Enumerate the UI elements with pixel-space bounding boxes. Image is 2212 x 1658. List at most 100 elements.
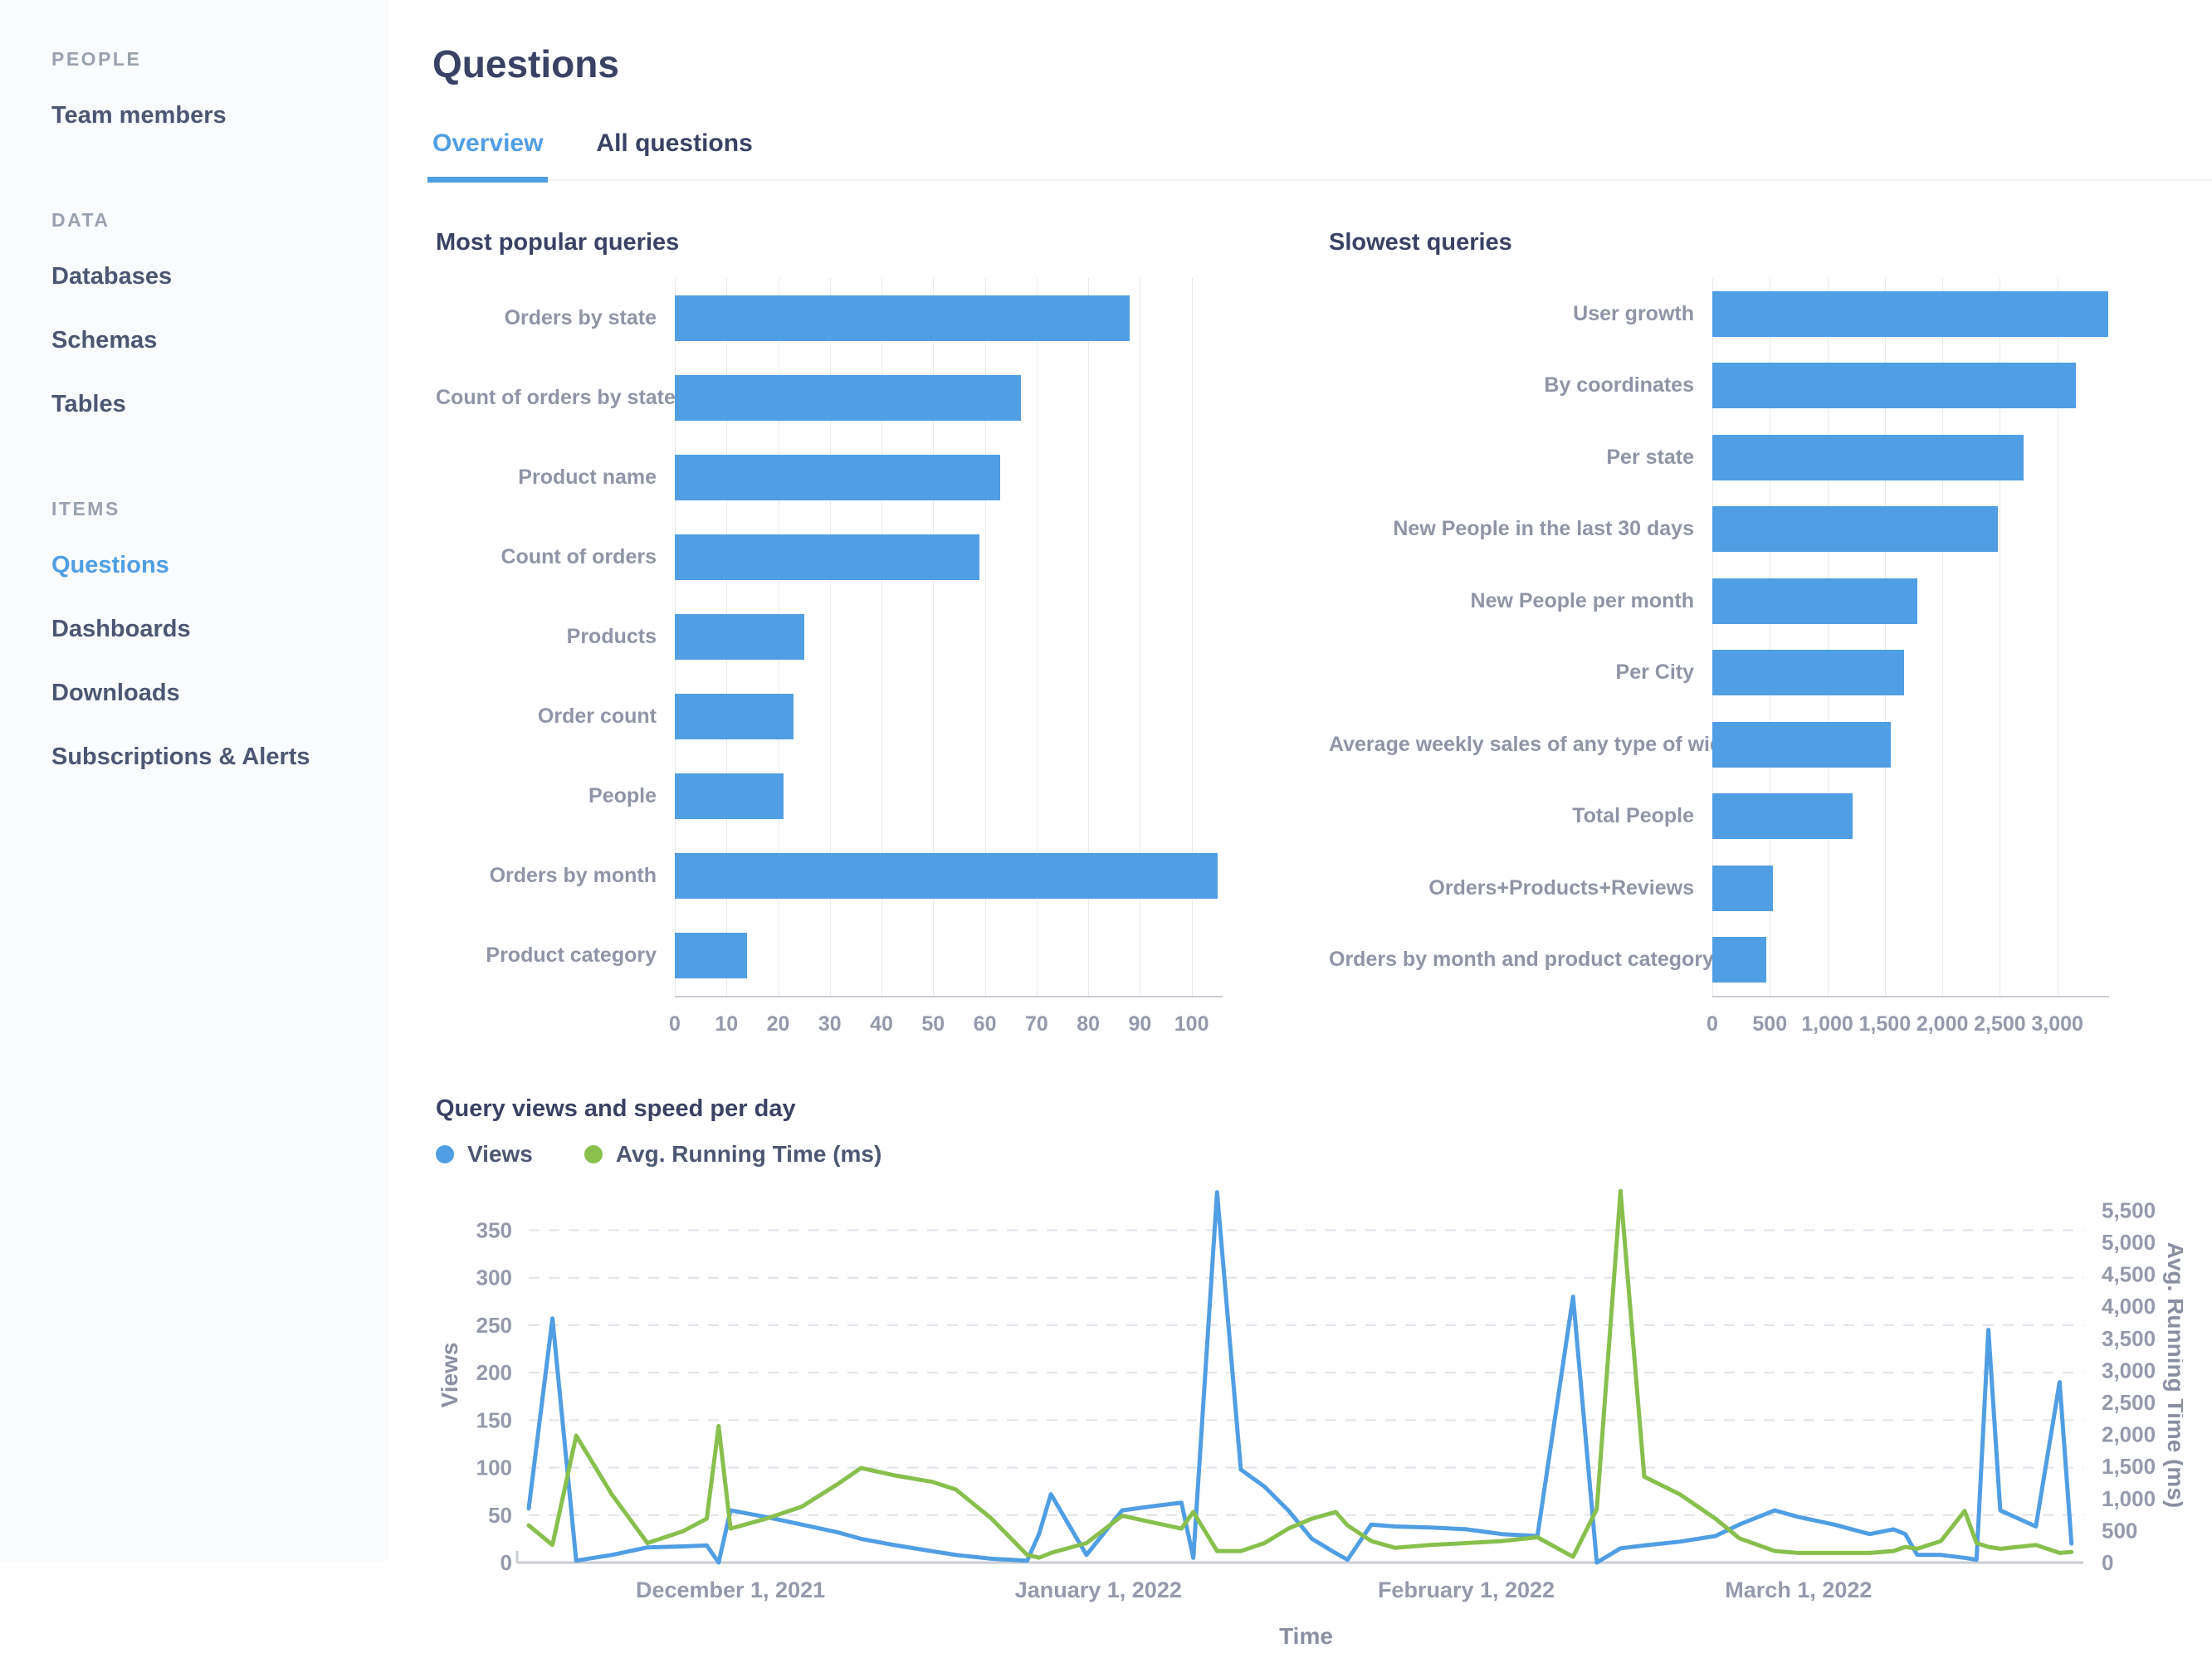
bar-user-growth[interactable] (1712, 290, 2108, 337)
legend-dot-avg-running-time-ms (584, 1145, 603, 1163)
bar-new-people-per-month[interactable] (1712, 578, 1917, 624)
bar-products[interactable] (675, 613, 804, 660)
chart-title-line: Query views and speed per day (436, 1095, 796, 1122)
x-axis-line (1712, 996, 2109, 997)
bar-row-per-city (1712, 650, 2109, 696)
bar-label-new-people-in-the-last-30-days: New People in the last 30 days (1393, 517, 1694, 541)
chart-title-most-popular: Most popular queries (436, 229, 680, 256)
sidebar-item-databases[interactable]: Databases (51, 263, 173, 290)
bar-by-coordinates[interactable] (1712, 363, 2076, 409)
bar-count-of-orders[interactable] (675, 534, 980, 580)
line-chart-svg[interactable]: 0 50 100 150 200 250 300 350 0 500 1,000 1,500 2,000… (436, 1173, 2189, 1654)
bar-row-orders-by-month-and-product-category (1712, 937, 2109, 983)
x-axis-ticks: 0 500 1,000 1,500 2,000 2,500 3,000 (1707, 1006, 2109, 1047)
bar-label-orders-by-month: Orders by month (489, 864, 657, 888)
slowest-queries-chart: Slowest queries User growth By coordinate… (1329, 214, 2159, 1047)
bar-plot-area: 0 10 20 30 40 50 60 70 80 90 100 (669, 278, 1307, 1047)
bar-new-people-in-the-last-30-days[interactable] (1712, 506, 1998, 553)
bar-product-category[interactable] (675, 933, 748, 979)
chart-text: February 1, 2022 (1378, 1578, 1555, 1602)
bar-row-count-of-orders (675, 534, 1223, 580)
bar-per-city[interactable] (1712, 650, 1905, 696)
chart-text: 150 (476, 1407, 512, 1432)
x-tick-label: 50 (921, 1012, 945, 1036)
bar-category-labels: User growth By coordinates Per state New Pe… (1329, 278, 1754, 996)
slowest-queries-plot: User growth By coordinates Per state New Pe… (1329, 278, 2159, 1047)
chart-text: January 1, 2022 (1015, 1578, 1182, 1602)
bar-product-name[interactable] (675, 454, 1001, 500)
tab-all-questions[interactable]: All questions (596, 129, 753, 157)
bar-row-average-weekly-sales-of-any-type-of-widget (1712, 721, 2109, 768)
bar-label-count-of-orders-by-state: Count of orders by state (436, 385, 676, 409)
bar-label-order-count: Order count (537, 705, 657, 729)
series-line-avg-running-time-ms[interactable] (526, 1188, 2074, 1560)
x-tick-label: 2,500 (1974, 1012, 2026, 1036)
series-line-views[interactable] (526, 1190, 2074, 1565)
bar-orders-products-reviews[interactable] (1712, 865, 1774, 911)
gridline (1712, 278, 1713, 996)
legend-item-views[interactable]: Views (436, 1141, 533, 1168)
chart-text: March 1, 2022 (1725, 1578, 1872, 1602)
gridline (829, 278, 831, 996)
chart-text: 0 (501, 1550, 512, 1575)
sidebar-item-tables[interactable]: Tables (51, 391, 126, 417)
gridline (1191, 278, 1193, 996)
sidebar-item-downloads[interactable]: Downloads (51, 680, 180, 706)
bar-row-product-category (675, 933, 1223, 979)
bar-label-by-coordinates: By coordinates (1544, 373, 1694, 397)
x-tick-label: 3,000 (2031, 1012, 2083, 1036)
bar-orders-by-month[interactable] (675, 853, 1218, 900)
page-title: Questions (432, 42, 619, 85)
bar-count-of-orders-by-state[interactable] (675, 374, 1022, 421)
sidebar-section-label-people: PEOPLE (51, 48, 142, 70)
bar-plot-area: 0 500 1,000 1,500 2,000 2,500 3,000 (1707, 278, 2159, 1047)
bar-per-state[interactable] (1712, 434, 2024, 480)
sidebar-section-data: DATA Databases Schemas Tables (51, 209, 387, 418)
bar-label-product-name: Product name (518, 465, 657, 489)
bar-row-new-people-per-month (1712, 578, 2109, 624)
bar-row-orders-by-month (675, 853, 1223, 900)
legend-label: Views (467, 1141, 533, 1167)
gridline (1827, 278, 1829, 996)
bar-category-labels: Orders by state Count of orders by state P… (436, 278, 676, 996)
bar-row-order-count (675, 694, 1223, 740)
chart-text: 250 (476, 1313, 512, 1338)
admin-sidebar: PEOPLE Team members DATA Databases Schemas Ta… (0, 0, 388, 1561)
sidebar-item-questions[interactable]: Questions (51, 552, 169, 578)
bar-order-count[interactable] (675, 694, 794, 740)
bar-orders-by-state[interactable] (675, 295, 1130, 341)
bar-label-count-of-orders: Count of orders (501, 544, 657, 568)
sidebar-item-subscriptions-alerts[interactable]: Subscriptions & Alerts (51, 744, 310, 770)
sidebar-item-dashboards[interactable]: Dashboards (51, 616, 191, 642)
sidebar-section-label-items: ITEMS (51, 498, 120, 519)
chart-text: 500 (2102, 1518, 2137, 1543)
chart-text: December 1, 2021 (636, 1578, 825, 1602)
bar-label-orders-products-reviews: Orders+Products+Reviews (1428, 875, 1694, 900)
sidebar-item-team-members[interactable]: Team members (51, 102, 227, 129)
bar-label-per-city: Per City (1615, 661, 1694, 685)
bar-label-per-state: Per state (1606, 445, 1694, 469)
bar-orders-by-month-and-product-category[interactable] (1712, 937, 1767, 983)
bar-total-people[interactable] (1712, 793, 1853, 840)
bar-label-people: People (588, 784, 657, 808)
sidebar-item-schemas[interactable]: Schemas (51, 327, 158, 354)
bar-label-product-category: Product category (486, 944, 657, 968)
legend-item-avg-running-time-ms[interactable]: Avg. Running Time (ms) (584, 1141, 881, 1168)
gridline (1884, 278, 1886, 996)
tab-overview[interactable]: Overview (427, 129, 549, 183)
chart-text: 3,500 (2102, 1326, 2156, 1351)
bar-people[interactable] (675, 773, 784, 820)
bar-row-new-people-in-the-last-30-days (1712, 506, 2109, 553)
chart-text: Views (437, 1343, 462, 1408)
x-tick-label: 10 (715, 1012, 739, 1036)
chart-text: 4,000 (2102, 1294, 2156, 1319)
chart-text: 1,000 (2102, 1486, 2156, 1511)
bar-average-weekly-sales-of-any-type-of-widget[interactable] (1712, 721, 1891, 768)
x-axis-line (675, 996, 1223, 997)
line-chart-plot[interactable]: 0 50 100 150 200 250 300 350 0 500 1,000 1,500 2,000… (436, 1173, 2212, 1658)
x-tick-label: 100 (1174, 1012, 1209, 1036)
sidebar-section-label-data: DATA (51, 209, 110, 231)
bar-plot (675, 278, 1223, 997)
chart-text: 4,500 (2102, 1262, 2156, 1287)
main-content: Questions Overview All questions Most pop… (388, 0, 2212, 1649)
